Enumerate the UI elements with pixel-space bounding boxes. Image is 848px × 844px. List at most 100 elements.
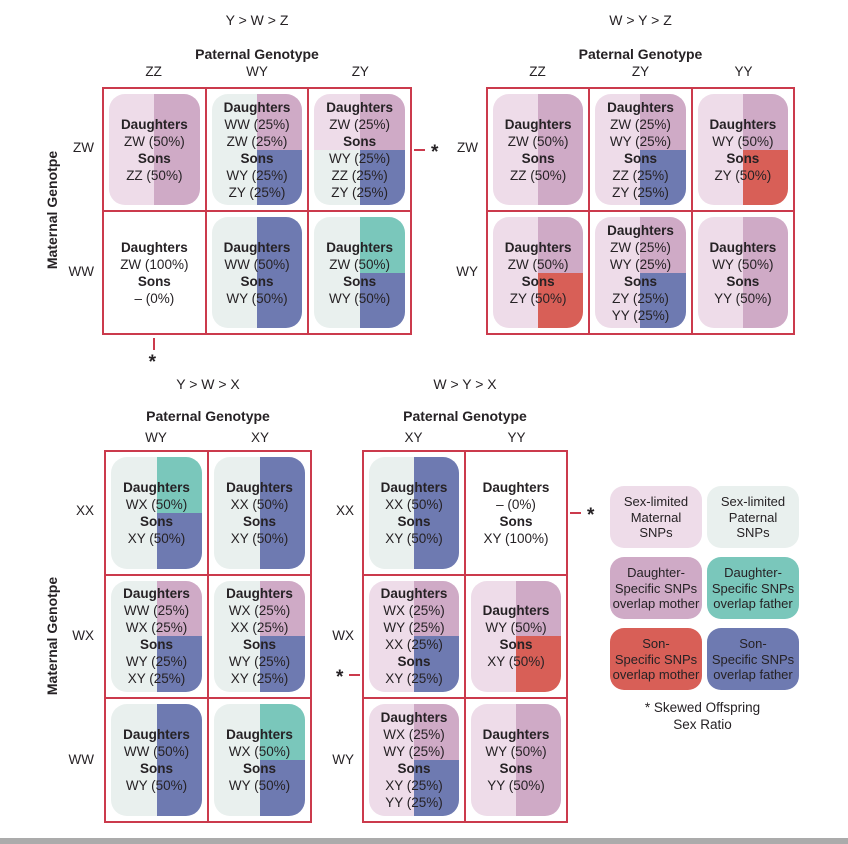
quadrant-swatch <box>156 760 202 816</box>
genotype-line: XY (50%) <box>487 654 545 670</box>
genotype-line: WX (50%) <box>125 496 188 512</box>
panel-title: Y > W > X <box>176 376 240 392</box>
cell-color-quadrants <box>109 94 200 205</box>
skew-marker-line <box>570 512 581 515</box>
legend-box-sex-limited-maternal: Sex-limited Maternal SNPs <box>610 486 702 548</box>
panel-title: W > Y > X <box>433 376 497 392</box>
cell-color-quadrants <box>314 217 405 328</box>
quadrant-swatch <box>697 94 743 150</box>
offspring-header: Daughters <box>123 586 190 602</box>
offspring-header: Daughters <box>504 239 572 255</box>
panel-title: Y > W > Z <box>225 12 289 28</box>
cell-xxxxy: Daughters XX (50%) Sons XY (50%) <box>209 452 310 574</box>
quadrant-swatch <box>595 217 641 273</box>
offspring-header: Daughters <box>709 116 777 132</box>
genotype-line: ZZ (25%) <box>331 167 388 183</box>
offspring-header: Daughters <box>326 99 394 115</box>
quadrant-swatch <box>414 704 459 761</box>
cell-text: Daughters WX (50%) Sons XY (50%) <box>106 452 207 574</box>
genotype-line: WX (50%) <box>228 744 291 760</box>
cell-color-quadrants <box>214 704 305 816</box>
cell-wxxyy: Daughters WY (50%) Sons XY (50%) <box>466 575 566 698</box>
quadrant-swatch <box>154 149 200 205</box>
column-header-zy: ZY <box>351 64 369 79</box>
quadrant-swatch <box>471 704 516 761</box>
column-header-zy: ZY <box>631 64 650 79</box>
cell-zwxzy: Daughters ZW (25%) WY (25%) Sons ZZ (25%) ZY … <box>590 89 691 210</box>
offspring-header: Daughters <box>120 116 188 132</box>
cell-color-quadrants <box>111 580 202 693</box>
punnett-grid-a: Daughters ZW (50%) Sons ZZ (50%) Daughters WW… <box>102 87 412 335</box>
genotype-line: ZZ (25%) <box>612 167 669 183</box>
genotype-line: YY (25%) <box>385 795 443 811</box>
cell-color-quadrants <box>369 457 459 569</box>
offspring-header: Sons <box>623 273 657 289</box>
cell-color-quadrants <box>111 457 202 569</box>
quadrant-swatch <box>640 272 686 328</box>
genotype-line: ZY (25%) <box>331 184 389 200</box>
cell-text: Daughters ZW (25%) WY (25%) Sons ZY (25%) YY … <box>590 212 690 333</box>
paternal-genotype-label: Paternal Genotype <box>578 46 703 62</box>
genotype-line: ZW (50%) <box>507 133 569 149</box>
offspring-header: Daughters <box>380 479 448 495</box>
cell-color-quadrants <box>214 580 305 693</box>
legend-box-daughter-overlap-mother: Daughter- Specific SNPs overlap mother <box>610 557 702 619</box>
row-label-ww: WW <box>68 751 94 767</box>
cell-text: Daughters ZW (50%) Sons ZZ (50%) <box>488 89 588 210</box>
genotype-line: WW (25%) <box>224 116 290 132</box>
offspring-header: Daughters <box>607 99 674 115</box>
quadrant-swatch <box>742 94 788 150</box>
genotype-line: WY (50%) <box>329 290 391 306</box>
legend-label: Sex-limited Paternal SNPs <box>720 493 786 540</box>
cell-text: Daughters WY (50%) Sons XY (50%) <box>466 576 566 698</box>
cell-zwxwy: Daughters WW (25%) ZW (25%) Sons WY (25%) ZY … <box>206 89 308 210</box>
offspring-header: Sons <box>521 150 555 166</box>
offspring-header: Sons <box>343 133 377 149</box>
cell-wxxxy: Daughters WX (25%) WY (25%) XX (25%) Sons XY … <box>364 575 464 698</box>
genotype-line: YY (50%) <box>714 290 772 306</box>
quadrant-swatch <box>369 457 414 513</box>
cell-text: Daughters ZW (25%) WY (25%) Sons ZZ (25%) ZY … <box>590 89 690 210</box>
quadrant-swatch <box>369 580 414 637</box>
cell-color-quadrants <box>595 94 686 205</box>
offspring-header: Sons <box>397 761 431 777</box>
quadrant-swatch <box>538 272 584 328</box>
offspring-header: Daughters <box>226 586 293 602</box>
legend-label: Son- Specific SNPs overlap mother <box>612 635 700 682</box>
offspring-header: Sons <box>521 273 555 289</box>
paternal-genotype-label: Paternal Genotype <box>146 408 270 424</box>
quadrant-swatch <box>314 149 360 205</box>
quadrant-swatch <box>414 512 459 569</box>
quadrant-swatch <box>538 94 584 150</box>
offspring-header: Sons <box>242 637 276 653</box>
genotype-line: ZW (100%) <box>120 256 189 272</box>
genotype-line: WY (25%) <box>125 654 188 670</box>
genotype-line: WW (50%) <box>123 744 190 760</box>
quadrant-swatch <box>314 272 360 328</box>
legend-label: Daughter- Specific SNPs overlap mother <box>612 564 700 611</box>
legend-label: Son- Specific SNPs overlap father <box>711 635 795 682</box>
cell-text: Daughters WW (50%) Sons WY (50%) <box>106 699 207 821</box>
genotype-line: WY (25%) <box>383 744 445 760</box>
cell-text: Daughters ZW (50%) Sons WY (50%) <box>309 212 410 333</box>
genotype-line: WX (25%) <box>383 727 445 743</box>
genotype-line: ZW (25%) <box>610 239 671 255</box>
cell-color-quadrants <box>697 94 788 205</box>
cell-wxxxy: Daughters WX (25%) XX (25%) Sons WY (25%) XY … <box>209 575 310 698</box>
quadrant-swatch <box>109 94 155 150</box>
cell-text: Daughters ZW (50%) Sons ZY (50%) <box>488 212 588 333</box>
punnett-grid-c: Daughters WX (50%) Sons XY (50%) Daughters XX… <box>104 450 312 823</box>
offspring-header: Sons <box>397 513 431 529</box>
skewed-ratio-note-line1: * Skewed Offspring <box>644 700 761 715</box>
row-label-wy: WY <box>332 751 354 767</box>
quadrant-swatch <box>742 272 788 328</box>
genotype-line: ZY (25%) <box>228 184 286 200</box>
quadrant-swatch <box>359 272 405 328</box>
quadrant-swatch <box>414 457 459 513</box>
cell-text: Daughters ZW (100%) Sons – (0%) <box>104 212 205 333</box>
cell-zwxzz: Daughters ZW (50%) Sons ZZ (50%) <box>104 89 205 210</box>
quadrant-swatch <box>211 149 257 205</box>
offspring-header: Sons <box>242 513 276 529</box>
quadrant-swatch <box>111 512 157 569</box>
cell-wyxzz: Daughters ZW (50%) Sons ZY (50%) <box>488 212 589 333</box>
